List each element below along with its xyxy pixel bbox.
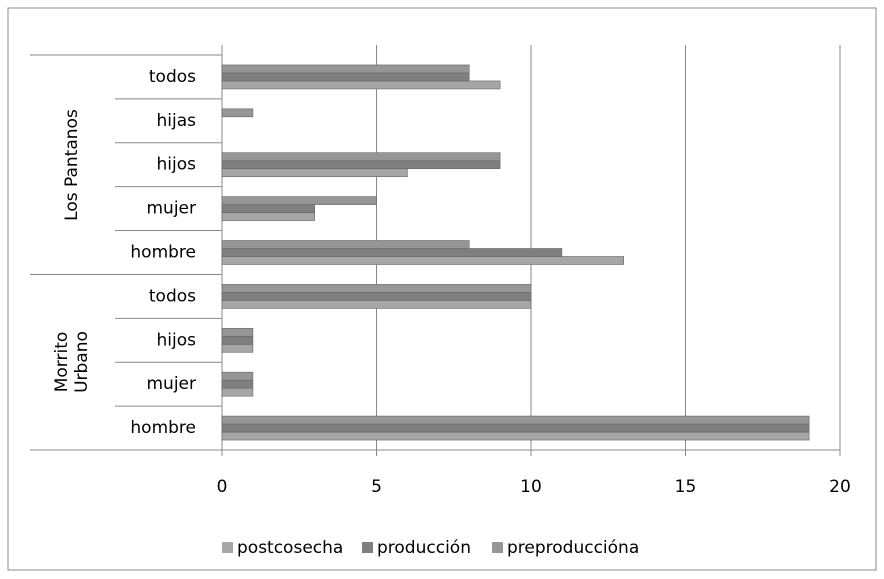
bar [221, 371, 254, 381]
bar [221, 292, 532, 301]
bar [221, 240, 470, 249]
bar [221, 387, 254, 397]
bar [221, 64, 470, 74]
bar [221, 335, 254, 345]
group-label: Los Pantanos [62, 108, 82, 221]
bar [221, 152, 501, 162]
category-label: hijos [157, 155, 197, 175]
category-label: todos [149, 286, 196, 306]
category-label: hombre [130, 243, 196, 263]
x-tick-label: 20 [829, 477, 851, 497]
category-label: hijos [157, 330, 197, 350]
category-label: hombre [130, 418, 196, 438]
bar [221, 212, 315, 221]
x-tick-label: 0 [217, 477, 228, 497]
group-label: Morrito Urbano [52, 331, 92, 394]
bar [221, 160, 501, 170]
bar [221, 256, 625, 265]
bar [221, 108, 254, 118]
x-tick-label: 15 [675, 477, 697, 497]
category-label: mujer [146, 374, 196, 394]
bar [221, 431, 810, 441]
bar [221, 284, 532, 293]
bar [221, 248, 563, 257]
legend-label: preproduccióna [507, 538, 639, 558]
bar [221, 80, 501, 90]
bar [221, 343, 254, 353]
x-tick-label: 5 [371, 477, 382, 497]
bar [221, 196, 377, 205]
bar [221, 423, 810, 433]
category-label: mujer [146, 199, 196, 219]
legend-label: producción [377, 538, 471, 558]
bar [221, 327, 254, 337]
bar [221, 168, 408, 178]
x-tick-label: 10 [520, 477, 542, 497]
legend-swatch [492, 542, 503, 553]
bar [221, 300, 532, 309]
bar [221, 415, 810, 425]
legend-swatch [362, 542, 373, 553]
bar [221, 379, 254, 389]
bar [221, 72, 470, 82]
category-label: todos [149, 67, 196, 87]
bar [221, 204, 315, 213]
legend-label: postcosecha [237, 538, 343, 558]
category-label: hijas [157, 111, 197, 131]
legend-swatch [222, 542, 233, 553]
